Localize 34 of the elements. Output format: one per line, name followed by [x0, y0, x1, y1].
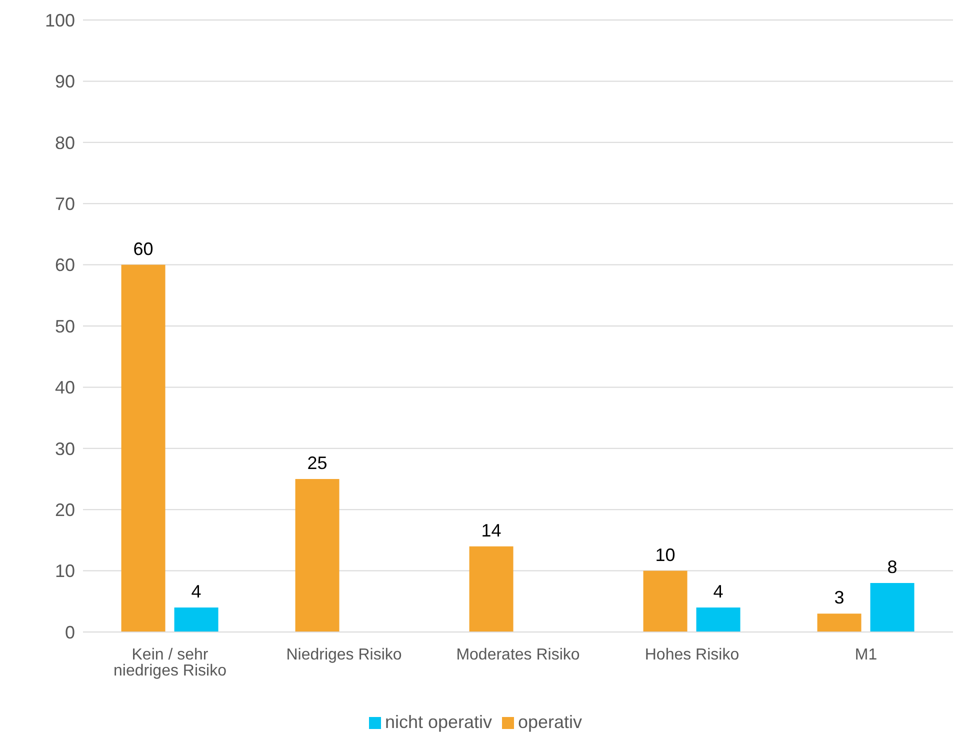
y-tick-label: 0 [64, 622, 75, 642]
bar [643, 570, 688, 632]
bar [174, 608, 218, 632]
y-tick-label: 10 [54, 561, 75, 582]
y-tick-label: 40 [54, 378, 75, 398]
bar [870, 583, 914, 632]
data-label: 14 [481, 520, 502, 540]
data-label: 4 [713, 582, 724, 602]
bar [469, 546, 514, 632]
y-tick-label: 80 [54, 132, 75, 153]
data-label: 60 [133, 238, 154, 259]
x-tick-label: Moderates Risiko [456, 646, 580, 664]
data-label: 8 [887, 557, 898, 578]
bar [696, 608, 740, 632]
data-label: 3 [834, 588, 844, 608]
data-label: 25 [307, 453, 328, 473]
bar [817, 614, 862, 632]
data-label: 10 [655, 544, 676, 565]
y-tick-label: 60 [54, 255, 75, 276]
y-tick-label: 70 [54, 194, 75, 214]
x-tick-label: Hohes Risiko [644, 646, 740, 664]
bar [295, 479, 340, 632]
legend-label: nicht operativ [384, 712, 492, 732]
y-tick-label: 20 [54, 500, 75, 520]
bar [121, 264, 166, 632]
y-tick-label: 90 [54, 72, 75, 92]
y-tick-label: 50 [54, 316, 75, 336]
y-tick-label: 30 [54, 438, 75, 459]
x-tick-label: M1 [854, 646, 878, 664]
legend-label: operativ [518, 712, 582, 732]
x-tick-label: Niedriges Risiko [286, 646, 402, 664]
y-tick-label: 100 [44, 10, 75, 30]
x-tick-label: Kein / sehr niedriges Risiko [114, 646, 227, 680]
data-label: 4 [191, 582, 202, 602]
